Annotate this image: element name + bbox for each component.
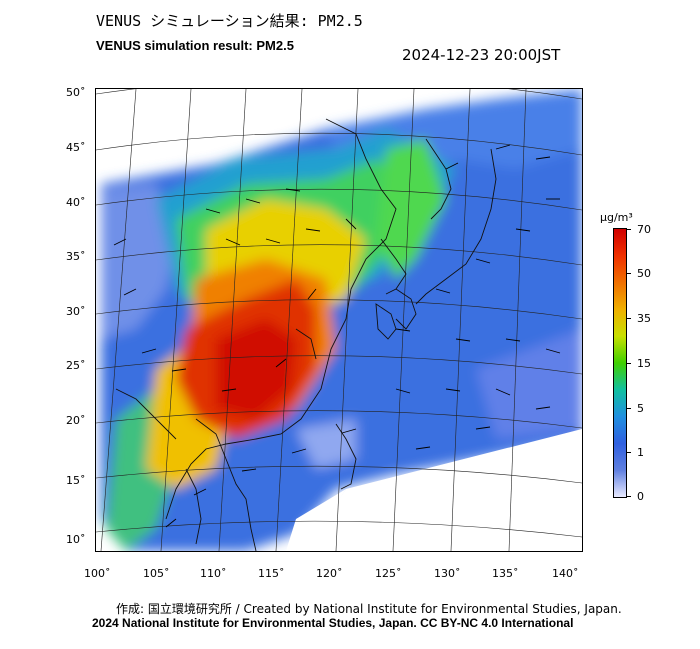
colorbar-tick-mark [626, 273, 631, 274]
credit-text: 作成: 国立環境研究所 / Created by National Instit… [116, 602, 622, 616]
lat-label-50: 50˚ [66, 86, 86, 99]
colorbar-tick-35: 35 [637, 312, 651, 325]
lat-label-40: 40˚ [66, 196, 86, 209]
lat-label-25: 25˚ [66, 359, 86, 372]
colorbar-tick-1: 1 [637, 446, 644, 459]
pm25-map [96, 89, 582, 551]
colorbar-unit: μg/m³ [600, 211, 633, 224]
colorbar-tick-5: 5 [637, 402, 644, 415]
colorbar [613, 228, 627, 498]
title-jp: VENUS シミュレーション結果: PM2.5 [96, 12, 363, 30]
lon-label-135: 135˚ [492, 567, 519, 580]
lon-label-130: 130˚ [434, 567, 461, 580]
coastlines [115, 118, 497, 551]
wind-arrows [113, 144, 561, 528]
lat-label-45: 45˚ [66, 141, 86, 154]
colorbar-tick-15: 15 [637, 357, 651, 370]
lat-label-20: 20˚ [66, 414, 86, 427]
lon-label-100: 100˚ [84, 567, 111, 580]
lon-label-115: 115˚ [258, 567, 285, 580]
lat-label-30: 30˚ [66, 305, 86, 318]
colorbar-tick-0: 0 [637, 490, 644, 503]
colorbar-tick-mark [626, 496, 631, 497]
lon-label-140: 140˚ [552, 567, 579, 580]
lon-label-125: 125˚ [375, 567, 402, 580]
timestamp: 2024-12-23 20:00JST [402, 46, 561, 64]
lon-label-105: 105˚ [143, 567, 170, 580]
colorbar-tick-50: 50 [637, 267, 651, 280]
lat-label-35: 35˚ [66, 250, 86, 263]
colorbar-tick-mark [626, 408, 631, 409]
lat-label-10: 10˚ [66, 533, 86, 546]
colorbar-tick-mark [626, 452, 631, 453]
graticule [96, 89, 582, 551]
map-frame [95, 88, 583, 552]
colorbar-tick-mark [626, 318, 631, 319]
title-en: VENUS simulation result: PM2.5 [96, 38, 294, 53]
lon-label-110: 110˚ [200, 567, 227, 580]
lat-label-15: 15˚ [66, 474, 86, 487]
copyright-text: 2024 National Institute for Environmenta… [92, 616, 574, 630]
colorbar-tick-mark [626, 229, 631, 230]
colorbar-tick-mark [626, 363, 631, 364]
colorbar-tick-70: 70 [637, 223, 651, 236]
lon-label-120: 120˚ [316, 567, 343, 580]
